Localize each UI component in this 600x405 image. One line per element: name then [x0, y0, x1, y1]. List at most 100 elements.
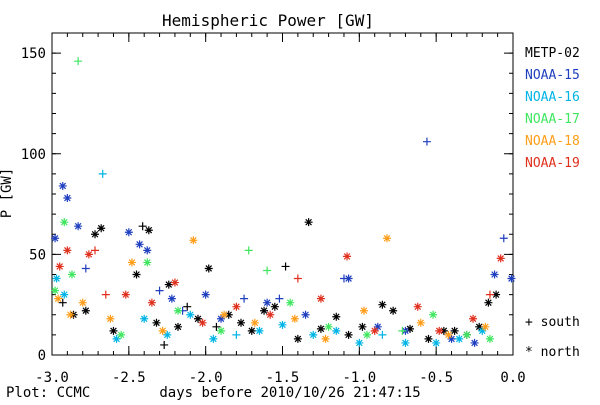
marker-legend-entry: * north — [525, 345, 580, 360]
data-point-north — [293, 334, 302, 343]
data-point-north — [237, 318, 246, 327]
data-point-north — [355, 338, 364, 347]
data-point-north — [106, 314, 115, 323]
data-point-north — [164, 280, 173, 289]
data-point-north — [121, 290, 130, 299]
data-point-north — [485, 334, 494, 343]
x-axis-label: days before 2010/10/26 21:47:15 — [159, 385, 420, 400]
data-point-north — [193, 314, 202, 323]
data-point-north — [290, 314, 299, 323]
data-point-south — [212, 322, 221, 331]
data-point-north — [143, 246, 152, 255]
data-point-north — [198, 318, 207, 327]
data-point-south — [378, 330, 387, 339]
data-point-north — [58, 181, 67, 190]
data-point-north — [413, 302, 422, 311]
data-point-north — [378, 300, 387, 309]
data-point-south — [240, 294, 249, 303]
data-point-north — [67, 270, 76, 279]
data-point-north — [132, 270, 141, 279]
data-point-north — [301, 310, 310, 319]
data-point-north — [91, 230, 100, 239]
data-point-north — [507, 274, 516, 283]
data-point-south — [91, 246, 100, 255]
data-point-north — [81, 306, 90, 315]
data-point-north — [143, 258, 152, 267]
data-point-south — [138, 222, 147, 231]
data-point-north — [117, 330, 126, 339]
data-point-north — [389, 306, 398, 315]
data-points — [51, 57, 516, 349]
x-tick-label: -0.5 — [419, 370, 453, 386]
data-point-north — [170, 278, 179, 287]
data-point-north — [152, 318, 161, 327]
data-point-north — [321, 334, 330, 343]
data-point-north — [186, 310, 195, 319]
legend-entry: METP-02 — [525, 46, 580, 61]
data-point-north — [324, 322, 333, 331]
data-point-north — [52, 274, 61, 283]
data-point-north — [209, 334, 218, 343]
data-point-north — [163, 330, 172, 339]
data-point-north — [63, 194, 72, 203]
data-point-north — [266, 310, 275, 319]
data-point-north — [174, 322, 183, 331]
data-point-north — [359, 306, 368, 315]
data-point-north — [60, 218, 69, 227]
data-point-south — [81, 264, 90, 273]
data-point-north — [462, 330, 471, 339]
data-point-north — [124, 228, 133, 237]
data-point-north — [189, 236, 198, 245]
data-point-south — [281, 262, 290, 271]
data-point-south — [160, 340, 169, 349]
data-point-north — [358, 322, 367, 331]
data-point-north — [144, 226, 153, 235]
data-point-north — [429, 310, 438, 319]
marker-legend-entry: + south — [525, 315, 580, 330]
data-point-north — [363, 330, 372, 339]
data-point-north — [112, 334, 121, 343]
data-point-north — [66, 310, 75, 319]
plot-frame — [51, 32, 514, 356]
data-point-north — [84, 250, 93, 259]
data-point-north — [439, 326, 448, 335]
y-tick-label: 100 — [21, 147, 46, 163]
data-point-north — [286, 298, 295, 307]
x-tick-label: 0.0 — [500, 370, 525, 386]
data-point-north — [406, 324, 415, 333]
data-point-north — [250, 318, 259, 327]
data-point-north — [140, 314, 149, 323]
plot-credit: Plot: CCMC — [6, 385, 90, 400]
legend: METP-02 NOAA-15 NOAA-16 NOAA-17 NOAA-18 NOAA-… — [525, 46, 580, 360]
data-point-north — [496, 254, 505, 263]
data-point-south — [485, 290, 494, 299]
data-point-north — [263, 298, 272, 307]
data-point-south — [74, 57, 83, 66]
y-axis-label: P [GW] — [0, 168, 15, 219]
data-point-north — [127, 258, 136, 267]
y-tick-label: 150 — [21, 46, 46, 62]
data-point-north — [304, 218, 313, 227]
data-point-north — [435, 326, 444, 335]
data-point-north — [444, 330, 453, 339]
data-point-north — [270, 302, 279, 311]
data-point-north — [135, 240, 144, 249]
x-tick-label: -1.5 — [266, 370, 300, 386]
data-point-north — [469, 314, 478, 323]
data-point-north — [174, 306, 183, 315]
data-point-south — [101, 290, 110, 299]
data-point-north — [74, 222, 83, 231]
data-point-north — [343, 252, 352, 261]
data-point-north — [450, 326, 459, 335]
data-point-north — [278, 320, 287, 329]
data-point-north — [447, 334, 456, 343]
data-point-south — [275, 294, 284, 303]
data-point-north — [109, 326, 118, 335]
data-point-north — [232, 302, 241, 311]
data-point-south — [155, 286, 164, 295]
chart-title: Hemispheric Power [GW] — [162, 11, 374, 30]
data-point-south — [58, 298, 67, 307]
data-point-north — [247, 326, 256, 335]
